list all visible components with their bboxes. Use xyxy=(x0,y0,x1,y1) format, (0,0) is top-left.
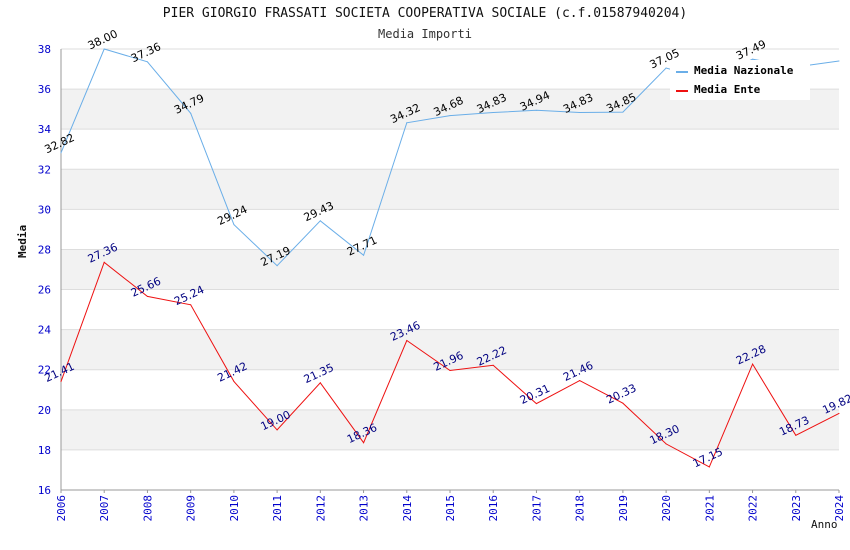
data-point xyxy=(492,112,494,114)
data-point xyxy=(363,442,365,444)
data-point xyxy=(838,60,840,62)
gridlines xyxy=(61,48,839,491)
data-point xyxy=(146,295,148,297)
x-tick-label: 2021 xyxy=(703,495,716,522)
x-tick-label: 2016 xyxy=(487,495,500,522)
x-tick-label: 2009 xyxy=(185,495,198,522)
x-tick-label: 2017 xyxy=(530,495,543,522)
x-tick-label: 2008 xyxy=(141,495,154,522)
chart-title: PIER GIORGIO FRASSATI SOCIETA COOPERATIV… xyxy=(162,6,688,21)
x-tick-label: 2018 xyxy=(574,495,587,522)
data-point xyxy=(449,115,451,117)
legend-swatch-media-nazionale xyxy=(676,71,688,73)
data-point xyxy=(579,380,581,382)
y-tick-label: 28 xyxy=(38,243,51,256)
data-point xyxy=(579,112,581,114)
data-point xyxy=(752,58,754,60)
y-tick-label: 26 xyxy=(38,284,51,297)
x-tick-label: 2006 xyxy=(55,495,68,522)
x-tick-label: 2024 xyxy=(833,495,846,522)
plot-background xyxy=(61,89,839,450)
y-tick-label: 18 xyxy=(38,444,51,457)
y-tick-label: 22 xyxy=(38,364,51,377)
legend-label-media-nazionale: Media Nazionale xyxy=(694,64,794,77)
data-label: 20.31 xyxy=(518,382,552,407)
data-point xyxy=(622,111,624,113)
data-point xyxy=(406,339,408,341)
data-point xyxy=(233,380,235,382)
x-tick-label: 2013 xyxy=(358,495,371,522)
x-tick-label: 2022 xyxy=(747,495,760,522)
data-point xyxy=(146,61,148,63)
y-tick-label: 36 xyxy=(38,83,51,96)
x-tick-label: 2019 xyxy=(617,495,630,522)
x-tick-label: 2014 xyxy=(401,495,414,522)
data-point xyxy=(319,220,321,222)
legend-swatch-media-ente xyxy=(676,90,688,92)
data-point xyxy=(449,370,451,372)
legend: Media Nazionale Media Ente xyxy=(670,60,810,100)
data-point xyxy=(665,67,667,69)
data-point xyxy=(276,429,278,431)
plot-band xyxy=(61,249,839,290)
y-tick-label: 16 xyxy=(38,484,51,497)
y-tick-label: 32 xyxy=(38,163,51,176)
x-tick-label: 2007 xyxy=(98,495,111,522)
data-point xyxy=(190,304,192,306)
y-tick-label: 24 xyxy=(38,324,52,337)
data-point xyxy=(665,443,667,445)
y-axis-ticks: 16 18 20 22 24 26 28 30 32 34 36 38 xyxy=(38,43,52,497)
plot-band xyxy=(61,329,839,370)
x-tick-label: 2011 xyxy=(271,495,284,522)
plot-band xyxy=(61,169,839,210)
y-tick-label: 30 xyxy=(38,203,51,216)
y-tick-label: 38 xyxy=(38,43,51,56)
data-point xyxy=(838,412,840,414)
data-point xyxy=(60,152,62,154)
data-point xyxy=(708,466,710,468)
x-axis-ticks: 2006 2007 2008 2009 2010 2011 2012 2013 2014 2015… xyxy=(55,490,846,522)
data-point xyxy=(319,382,321,384)
data-point xyxy=(190,112,192,114)
data-point xyxy=(60,381,62,383)
plot-band xyxy=(61,409,839,450)
x-axis-label: Anno xyxy=(811,518,838,531)
data-point xyxy=(752,363,754,365)
data-point xyxy=(103,48,105,50)
y-axis-label: Media xyxy=(16,224,29,258)
data-point xyxy=(233,224,235,226)
data-point xyxy=(535,403,537,405)
x-tick-label: 2023 xyxy=(790,495,803,522)
x-tick-label: 2015 xyxy=(444,495,457,522)
data-point xyxy=(276,265,278,267)
x-tick-label: 2010 xyxy=(228,495,241,522)
data-point xyxy=(103,261,105,263)
x-tick-label: 2012 xyxy=(314,495,327,522)
data-point xyxy=(363,254,365,256)
data-point xyxy=(622,402,624,404)
y-tick-label: 34 xyxy=(38,123,52,136)
x-tick-label: 2020 xyxy=(660,495,673,522)
chart-subtitle: Media Importi xyxy=(378,27,472,41)
y-tick-label: 20 xyxy=(38,404,51,417)
data-point xyxy=(535,109,537,111)
data-label: 37.49 xyxy=(734,38,768,63)
data-point xyxy=(795,434,797,436)
data-point xyxy=(492,364,494,366)
legend-label-media-ente: Media Ente xyxy=(694,83,761,96)
data-point xyxy=(406,122,408,124)
